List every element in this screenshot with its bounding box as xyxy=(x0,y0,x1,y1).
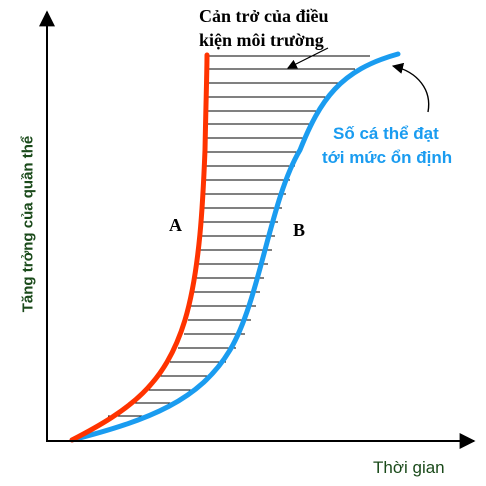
curve-b-label: B xyxy=(293,220,306,240)
curve-a-label: A xyxy=(169,215,182,235)
x-axis-title: Thời gian xyxy=(373,458,445,477)
hatch-region xyxy=(108,55,370,417)
curve-a-line xyxy=(69,52,210,443)
resistance-note-line2: kiện môi trường xyxy=(199,30,324,50)
stability-pointer-arrow xyxy=(391,62,430,113)
resistance-pointer-arrow xyxy=(287,47,329,69)
resistance-note-line1: Cản trở của điều xyxy=(199,6,329,26)
stability-note-line1: Số cá thể đạt xyxy=(333,124,439,143)
y-axis-title: Tăng trởng của quần thể xyxy=(19,135,37,313)
stability-note-line2: tới mức ổn định xyxy=(322,148,453,167)
curve-b-line xyxy=(69,51,401,443)
